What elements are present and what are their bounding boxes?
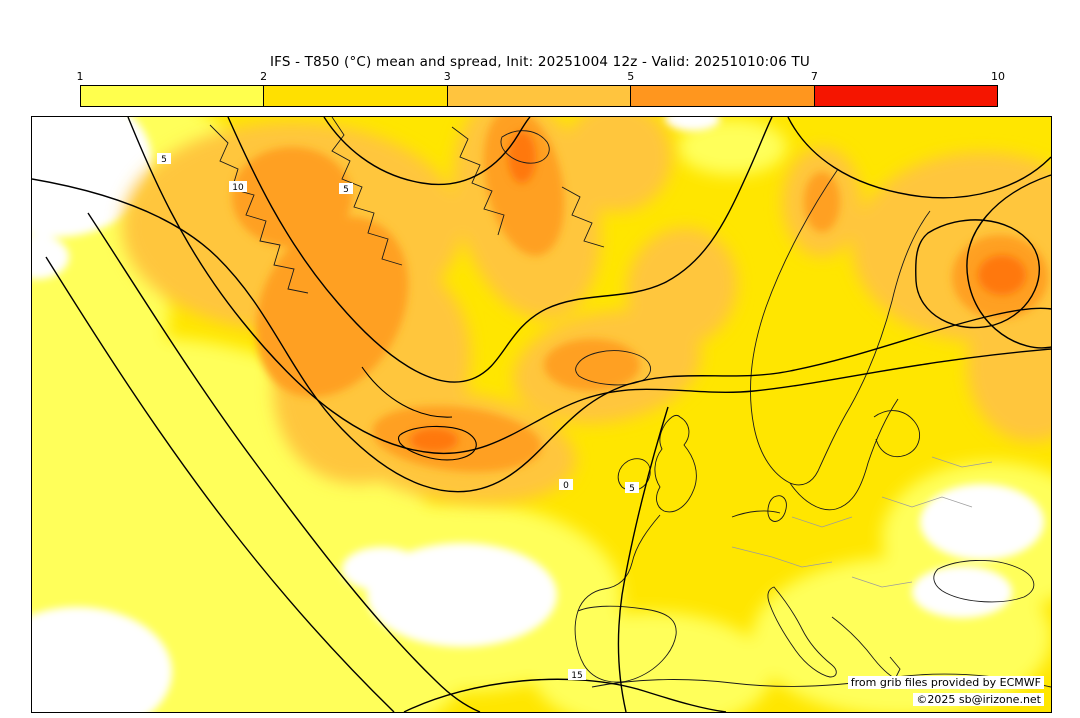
contour-label: 5	[339, 183, 353, 195]
attribution: from grib files provided by ECMWF ©2025 …	[847, 674, 1044, 708]
colorbar: 1 2 3 5 7 10	[76, 70, 1006, 107]
svg-text:5: 5	[343, 185, 349, 195]
colorbar-tick-label: 1	[76, 70, 84, 83]
colorbar-segment	[264, 86, 448, 106]
contour-label: 5	[157, 153, 171, 165]
country-borders-layer	[731, 456, 993, 588]
colorbar-tick-label: 7	[810, 70, 818, 83]
colorbar-ticks: 1 2 3 5 7 10	[76, 70, 1006, 83]
chart-title: IFS - T850 (°C) mean and spread, Init: 2…	[269, 54, 811, 70]
attribution-copyright: ©2025 sb@irizone.net	[913, 692, 1044, 706]
svg-text:5: 5	[629, 484, 635, 494]
svg-text:5: 5	[161, 155, 167, 165]
svg-text:10: 10	[232, 183, 244, 193]
contour-lines-layer	[32, 117, 1051, 712]
colorbar-scale	[80, 85, 998, 107]
map-frame: 5 10 5 0 5 15	[31, 116, 1052, 713]
contour-label: 5	[625, 482, 639, 494]
svg-text:0: 0	[563, 481, 569, 491]
svg-text:15: 15	[571, 671, 582, 681]
colorbar-tick-label: 10	[991, 70, 1005, 83]
attribution-source: from grib files provided by ECMWF	[847, 675, 1044, 689]
spread-max-layer	[410, 131, 1026, 452]
weather-map-canvas: 5 10 5 0 5 15	[32, 117, 1051, 712]
contour-label: 0	[559, 479, 573, 491]
contour-label: 10	[229, 181, 247, 193]
spread-minimal-layer	[32, 117, 1044, 712]
contour-label: 15	[568, 669, 586, 681]
colorbar-segment	[631, 86, 815, 106]
colorbar-segment	[814, 86, 998, 106]
colorbar-tick-label: 3	[443, 70, 451, 83]
contour-labels-layer: 5 10 5 0 5 15	[157, 153, 639, 681]
colorbar-segment	[81, 86, 265, 106]
colorbar-segment	[447, 86, 632, 106]
colorbar-tick-label: 2	[260, 70, 268, 83]
colorbar-tick-label: 5	[627, 70, 635, 83]
